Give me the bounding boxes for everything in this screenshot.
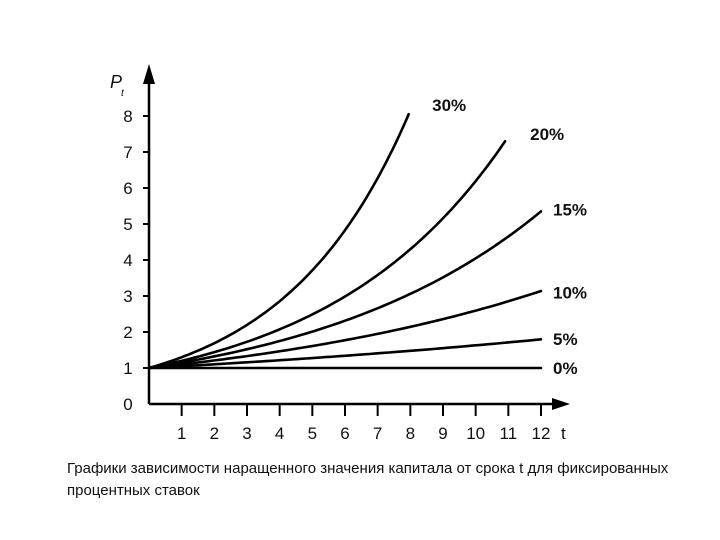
x-tick-label: 5: [308, 424, 317, 443]
y-axis-arrow: [143, 64, 155, 84]
y-axis-label-subscript: t: [121, 88, 125, 99]
series-line-5pct: [147, 337, 543, 370]
series-label-20pct: 20%: [530, 125, 564, 144]
y-tick-label: 6: [123, 179, 132, 198]
x-tick-label: 2: [210, 424, 219, 443]
y-tick-label: 2: [123, 323, 132, 342]
series-labels: 0% 5% 10% 15% 20% 30%: [432, 96, 587, 378]
x-tick-label: 9: [438, 424, 447, 443]
y-tick-label: 5: [123, 215, 132, 234]
y-axis-label: P: [110, 72, 122, 92]
x-tick-label: 7: [373, 424, 382, 443]
series-line-30pct: [147, 112, 411, 370]
y-tick-label: 8: [123, 107, 132, 126]
x-tick-label: 3: [242, 424, 251, 443]
y-tick-label: 4: [123, 251, 132, 270]
y-tick-label: 3: [123, 287, 132, 306]
x-tick-label: 11: [500, 424, 518, 443]
x-tick-label: 12: [532, 424, 551, 443]
chart-caption: Графики зависимости наращенного значения…: [67, 460, 669, 499]
x-tick-label: 6: [340, 424, 349, 443]
series-label-30pct: 30%: [432, 96, 466, 115]
x-tick-label: 1: [177, 424, 186, 443]
series-line-10pct: [147, 289, 543, 370]
x-tick-label: 4: [275, 424, 284, 443]
series-line-15pct: [147, 210, 543, 370]
x-tick-label: 10: [466, 424, 485, 443]
series-label-5pct: 5%: [553, 330, 578, 349]
x-axis-label: t: [561, 424, 566, 443]
y-tick-label: 1: [123, 359, 132, 378]
series-label-10pct: 10%: [553, 283, 587, 302]
series-label-15pct: 15%: [553, 201, 587, 220]
y-tick-label: 0: [123, 395, 132, 414]
x-tick-label: 8: [406, 424, 415, 443]
axes: Pt t: [110, 64, 570, 443]
x-axis-arrow: [552, 398, 570, 410]
series-label-0pct: 0%: [553, 359, 578, 378]
series-line-20pct: [147, 140, 507, 370]
y-tick-label: 7: [123, 143, 132, 162]
series-lines: [147, 112, 543, 370]
